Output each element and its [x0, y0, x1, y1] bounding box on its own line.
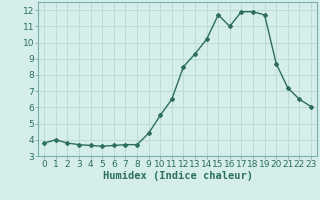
- X-axis label: Humidex (Indice chaleur): Humidex (Indice chaleur): [103, 171, 252, 181]
